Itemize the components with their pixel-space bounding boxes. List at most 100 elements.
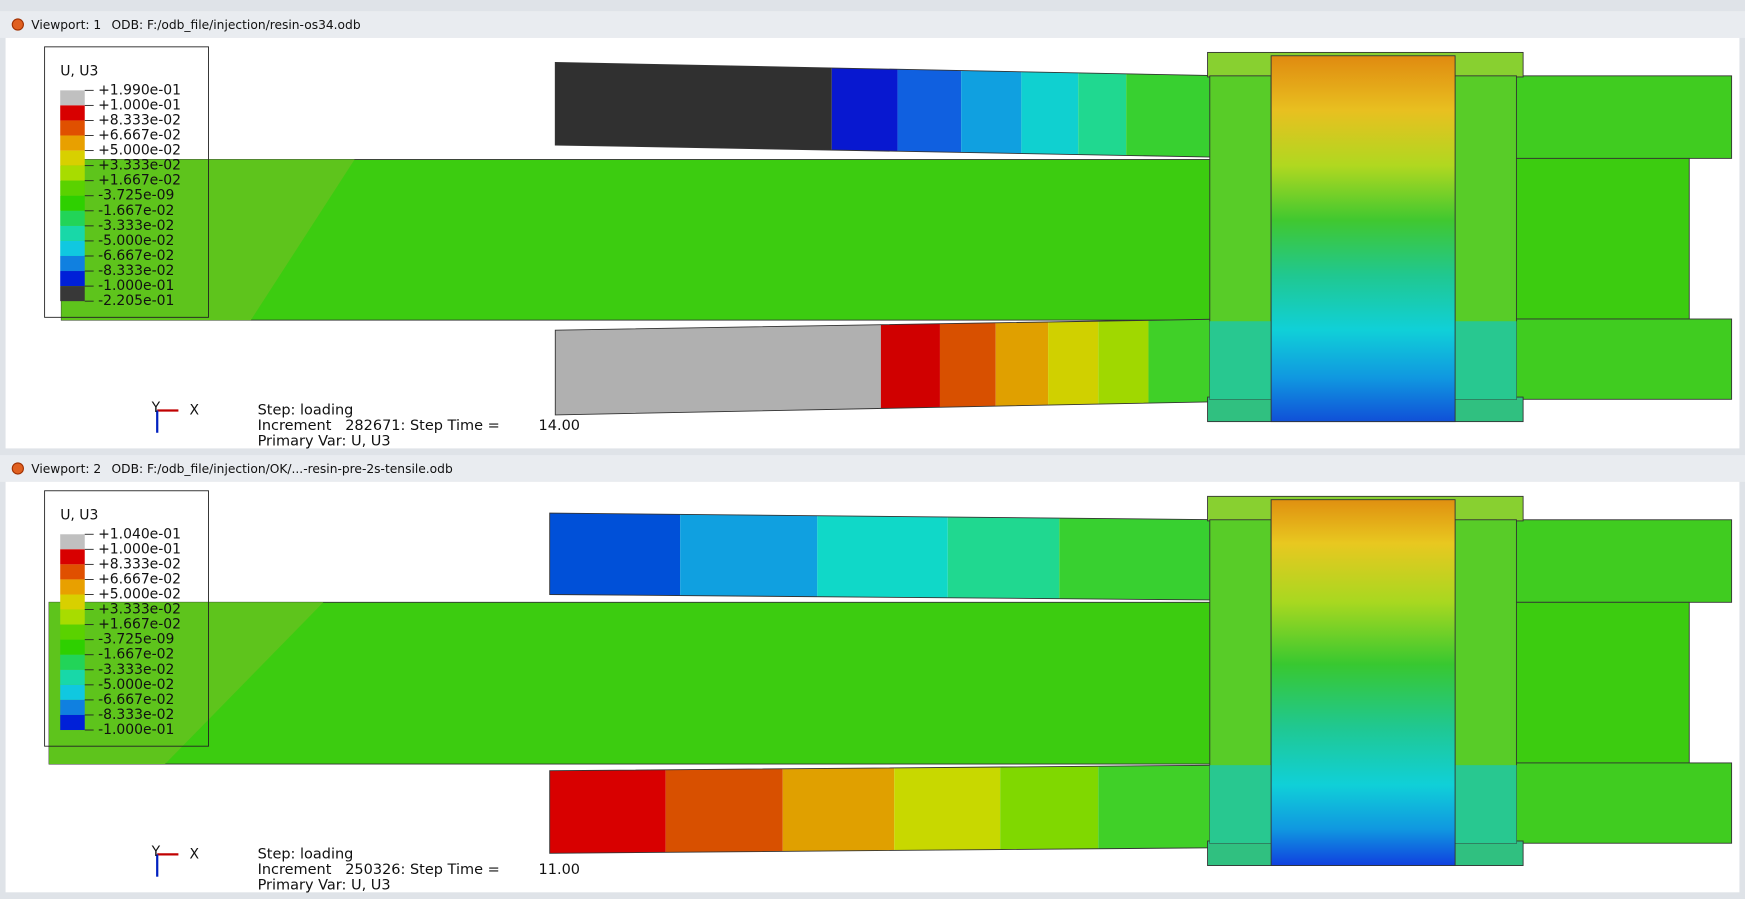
legend-swatch <box>60 180 85 196</box>
legend-swatch <box>60 594 85 610</box>
legend-label: +1.990e-01 <box>98 82 181 98</box>
legend-swatch <box>60 286 85 302</box>
side-plate <box>1455 765 1517 844</box>
title-bar <box>0 11 1745 38</box>
primary-var: Primary Var: U, U3 <box>258 434 391 450</box>
triad-x: X <box>190 402 200 418</box>
legend-swatch <box>60 549 85 565</box>
legend-label: +5.000e-02 <box>98 586 181 602</box>
primary-var: Primary Var: U, U3 <box>258 878 391 894</box>
bot-beam-band <box>880 323 940 409</box>
legend-label: -5.000e-02 <box>98 233 174 249</box>
title-bar <box>0 455 1745 482</box>
triad-y: Y <box>151 844 161 860</box>
right-beam <box>1499 601 1690 764</box>
model <box>60 51 1733 423</box>
triad-x: X <box>190 846 200 862</box>
legend-label: +3.333e-02 <box>98 158 181 174</box>
legend-label: -2.205e-01 <box>98 293 174 309</box>
step-time: 14.00 <box>539 418 580 434</box>
top-beam-band <box>1126 73 1227 158</box>
increment: Increment 282671: Step Time = <box>258 418 500 434</box>
main-beam-shade <box>49 602 324 765</box>
legend-swatch <box>60 624 85 640</box>
legend-swatch <box>60 150 85 166</box>
top-beam-band <box>947 517 1060 599</box>
legend-label: -6.667e-02 <box>98 692 174 708</box>
viewport-title: Viewport: 1 <box>31 18 101 32</box>
legend-swatch <box>60 240 85 256</box>
legend-label: -1.667e-02 <box>98 647 174 663</box>
legend-box <box>44 46 209 318</box>
legend-label: +8.333e-02 <box>98 556 181 572</box>
bot-beam-band <box>665 768 783 853</box>
legend-swatch <box>60 90 85 106</box>
top-beam-band <box>817 515 948 598</box>
bot-beam-band <box>549 769 666 854</box>
legend-swatch <box>60 255 85 272</box>
legend-swatch <box>60 609 85 625</box>
legend-title: U, U3 <box>60 63 98 79</box>
step-name: Step: loading <box>258 402 354 418</box>
bot-beam-band <box>1048 321 1099 406</box>
legend-box <box>44 490 209 747</box>
cylinder <box>1270 499 1456 866</box>
viewport: Viewport: 1 ODB: F:/odb_file/injection/re… <box>0 11 1745 450</box>
legend-label: +1.000e-01 <box>98 541 181 557</box>
legend-swatch <box>60 639 85 655</box>
legend-label: +6.667e-02 <box>98 128 181 144</box>
bot-beam-band <box>1098 320 1149 405</box>
top-beam-band <box>549 513 681 596</box>
legend-label: -8.333e-02 <box>98 263 174 279</box>
legend-swatch <box>60 579 85 595</box>
legend-swatch <box>60 165 85 181</box>
legend-label: +1.000e-01 <box>98 97 181 113</box>
top-beam-band <box>1078 72 1127 156</box>
odb-path: ODB: F:/odb_file/injection/resin-os34.od… <box>112 18 361 32</box>
legend-label: +1.667e-02 <box>98 617 181 633</box>
right-beam <box>1499 157 1690 320</box>
legend-label: -3.725e-09 <box>98 632 174 648</box>
increment: Increment 250326: Step Time = <box>258 862 500 878</box>
side-plate <box>1209 765 1272 844</box>
legend-label: +1.040e-01 <box>98 526 181 542</box>
legend-label: +6.667e-02 <box>98 571 181 587</box>
legend-label: -1.667e-02 <box>98 203 174 219</box>
top-beam-band <box>1059 518 1227 601</box>
legend-swatch <box>60 699 85 715</box>
top-beam-band <box>555 62 832 151</box>
legend-label: -3.333e-02 <box>98 218 174 234</box>
legend-swatch <box>60 210 85 226</box>
top-beam-band <box>897 69 962 153</box>
legend-label: -1.000e-01 <box>98 278 174 294</box>
cylinder <box>1270 55 1456 423</box>
bot-beam-band <box>555 324 881 415</box>
legend-swatch <box>60 534 85 550</box>
legend-label: -6.667e-02 <box>98 248 174 264</box>
legend-swatch <box>60 684 85 700</box>
legend-swatch <box>60 195 85 211</box>
legend-label: -8.333e-02 <box>98 707 174 723</box>
legend-label: -1.000e-01 <box>98 722 174 738</box>
side-plate <box>1209 321 1272 400</box>
legend-swatch <box>60 120 85 136</box>
top-beam-band <box>680 514 818 597</box>
bot-beam-band <box>782 767 895 852</box>
viewport-icon <box>11 462 24 475</box>
odb-path: ODB: F:/odb_file/injection/OK/...-resin-… <box>112 462 453 476</box>
bot-beam-band <box>939 322 996 408</box>
main-beam-shade <box>61 159 355 321</box>
legend-swatch <box>60 271 85 287</box>
top-beam-band <box>961 70 1022 154</box>
bot-beam-band <box>995 321 1049 407</box>
legend-label: -3.725e-09 <box>98 188 174 204</box>
legend-swatch <box>60 654 85 670</box>
legend-label: -5.000e-02 <box>98 677 174 693</box>
step-name: Step: loading <box>258 846 354 862</box>
model <box>48 495 1733 866</box>
legend-swatch <box>60 564 85 580</box>
viewport-title: Viewport: 2 <box>31 462 101 476</box>
top-beam-band <box>1021 71 1079 155</box>
legend-swatch <box>60 135 85 151</box>
